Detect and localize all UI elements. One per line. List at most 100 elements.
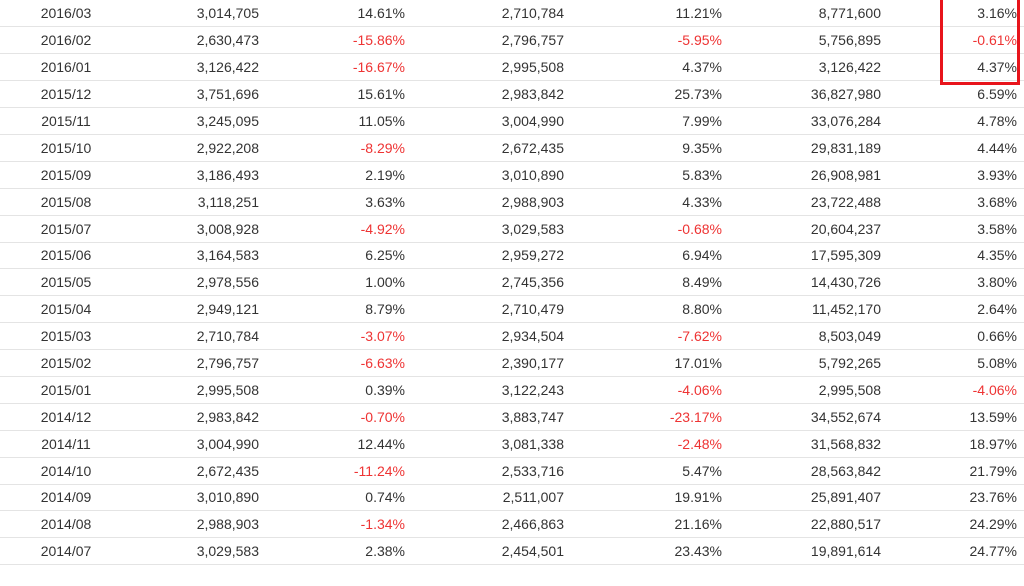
prev-year-value-cell: 2,533,716 bbox=[418, 457, 577, 485]
value-cell: 2,995,508 bbox=[112, 376, 272, 404]
cumulative-cell: 36,827,980 bbox=[735, 80, 894, 109]
table-row: 2014/12 2,983,842 -0.70% 3,883,747 -23.17% 34… bbox=[0, 403, 1024, 431]
prev-year-value-cell: 2,995,508 bbox=[418, 53, 577, 82]
mom-change-cell: 12.44% bbox=[272, 430, 418, 458]
cumulative-change-cell: 18.97% bbox=[894, 430, 1024, 458]
mom-change-cell: -3.07% bbox=[272, 322, 418, 351]
yoy-change-cell: -7.62% bbox=[577, 322, 735, 351]
cumulative-change-cell: 4.44% bbox=[894, 134, 1024, 162]
prev-year-value-cell: 2,710,479 bbox=[418, 295, 577, 324]
yoy-change-cell: 8.49% bbox=[577, 268, 735, 297]
mom-change-cell: 1.00% bbox=[272, 268, 418, 297]
cumulative-change-cell: 3.58% bbox=[894, 215, 1024, 243]
yoy-change-cell: 17.01% bbox=[577, 349, 735, 377]
yoy-change-cell: 21.16% bbox=[577, 510, 735, 539]
month-cell: 2014/09 bbox=[0, 484, 112, 512]
prev-year-value-cell: 2,390,177 bbox=[418, 349, 577, 377]
month-cell: 2014/07 bbox=[0, 537, 112, 566]
table-row: 2015/10 2,922,208 -8.29% 2,672,435 9.35% 29,8… bbox=[0, 134, 1024, 162]
prev-year-value-cell: 2,988,903 bbox=[418, 188, 577, 216]
yoy-change-cell: 9.35% bbox=[577, 134, 735, 162]
mom-change-cell: 2.19% bbox=[272, 161, 418, 189]
mom-change-cell: 15.61% bbox=[272, 80, 418, 109]
cumulative-change-cell: 4.78% bbox=[894, 107, 1024, 135]
mom-change-cell: -4.92% bbox=[272, 215, 418, 243]
table-row: 2015/04 2,949,121 8.79% 2,710,479 8.80% 11,45… bbox=[0, 295, 1024, 324]
prev-year-value-cell: 2,454,501 bbox=[418, 537, 577, 566]
month-cell: 2015/03 bbox=[0, 322, 112, 351]
month-cell: 2014/08 bbox=[0, 510, 112, 539]
prev-year-value-cell: 3,122,243 bbox=[418, 376, 577, 404]
cumulative-cell: 20,604,237 bbox=[735, 215, 894, 243]
table-row: 2014/09 3,010,890 0.74% 2,511,007 19.91% 25,8… bbox=[0, 484, 1024, 512]
yoy-change-cell: 25.73% bbox=[577, 80, 735, 109]
prev-year-value-cell: 3,010,890 bbox=[418, 161, 577, 189]
prev-year-value-cell: 2,672,435 bbox=[418, 134, 577, 162]
month-cell: 2016/02 bbox=[0, 26, 112, 55]
yoy-change-cell: 7.99% bbox=[577, 107, 735, 135]
yoy-change-cell: -4.06% bbox=[577, 376, 735, 404]
table-row: 2016/03 3,014,705 14.61% 2,710,784 11.21% 8,7… bbox=[0, 0, 1024, 28]
month-cell: 2015/12 bbox=[0, 80, 112, 109]
cumulative-cell: 11,452,170 bbox=[735, 295, 894, 324]
mom-change-cell: 2.38% bbox=[272, 537, 418, 566]
cumulative-cell: 22,880,517 bbox=[735, 510, 894, 539]
yoy-change-cell: 8.80% bbox=[577, 295, 735, 324]
yoy-change-cell: 5.47% bbox=[577, 457, 735, 485]
mom-change-cell: 8.79% bbox=[272, 295, 418, 324]
mom-change-cell: -1.34% bbox=[272, 510, 418, 539]
value-cell: 3,004,990 bbox=[112, 430, 272, 458]
yoy-change-cell: 19.91% bbox=[577, 484, 735, 512]
cumulative-cell: 23,722,488 bbox=[735, 188, 894, 216]
cumulative-change-cell: 2.64% bbox=[894, 295, 1024, 324]
mom-change-cell: -8.29% bbox=[272, 134, 418, 162]
mom-change-cell: -0.70% bbox=[272, 403, 418, 431]
value-cell: 2,978,556 bbox=[112, 268, 272, 297]
cumulative-change-cell: 3.93% bbox=[894, 161, 1024, 189]
month-cell: 2015/06 bbox=[0, 242, 112, 270]
mom-change-cell: 0.39% bbox=[272, 376, 418, 404]
cumulative-change-cell: -4.06% bbox=[894, 376, 1024, 404]
cumulative-change-cell: 0.66% bbox=[894, 322, 1024, 351]
cumulative-cell: 14,430,726 bbox=[735, 268, 894, 297]
value-cell: 2,672,435 bbox=[112, 457, 272, 485]
table-row: 2015/07 3,008,928 -4.92% 3,029,583 -0.68% 20,… bbox=[0, 215, 1024, 243]
cumulative-cell: 2,995,508 bbox=[735, 376, 894, 404]
yoy-change-cell: 11.21% bbox=[577, 0, 735, 28]
cumulative-cell: 5,792,265 bbox=[735, 349, 894, 377]
mom-change-cell: -15.86% bbox=[272, 26, 418, 55]
table-row: 2015/09 3,186,493 2.19% 3,010,890 5.83% 26,90… bbox=[0, 161, 1024, 189]
value-cell: 3,164,583 bbox=[112, 242, 272, 270]
mom-change-cell: -11.24% bbox=[272, 457, 418, 485]
month-cell: 2015/05 bbox=[0, 268, 112, 297]
value-cell: 3,008,928 bbox=[112, 215, 272, 243]
value-cell: 2,922,208 bbox=[112, 134, 272, 162]
yoy-change-cell: 5.83% bbox=[577, 161, 735, 189]
table-row: 2014/11 3,004,990 12.44% 3,081,338 -2.48% 31,… bbox=[0, 430, 1024, 458]
cumulative-cell: 26,908,981 bbox=[735, 161, 894, 189]
value-cell: 2,796,757 bbox=[112, 349, 272, 377]
prev-year-value-cell: 3,029,583 bbox=[418, 215, 577, 243]
yoy-change-cell: -23.17% bbox=[577, 403, 735, 431]
value-cell: 2,983,842 bbox=[112, 403, 272, 431]
cumulative-change-cell: 23.76% bbox=[894, 484, 1024, 512]
table-row: 2015/02 2,796,757 -6.63% 2,390,177 17.01% 5,7… bbox=[0, 349, 1024, 377]
yoy-change-cell: -0.68% bbox=[577, 215, 735, 243]
cumulative-cell: 19,891,614 bbox=[735, 537, 894, 566]
mom-change-cell: 11.05% bbox=[272, 107, 418, 135]
cumulative-cell: 33,076,284 bbox=[735, 107, 894, 135]
yoy-change-cell: -2.48% bbox=[577, 430, 735, 458]
cumulative-change-cell: 21.79% bbox=[894, 457, 1024, 485]
table-row: 2015/06 3,164,583 6.25% 2,959,272 6.94% 17,59… bbox=[0, 242, 1024, 270]
cumulative-change-cell: 24.29% bbox=[894, 510, 1024, 539]
yoy-change-cell: 4.37% bbox=[577, 53, 735, 82]
value-cell: 2,630,473 bbox=[112, 26, 272, 55]
cumulative-cell: 8,771,600 bbox=[735, 0, 894, 28]
cumulative-change-cell: 24.77% bbox=[894, 537, 1024, 566]
prev-year-value-cell: 2,710,784 bbox=[418, 0, 577, 28]
table-row: 2014/08 2,988,903 -1.34% 2,466,863 21.16% 22,… bbox=[0, 510, 1024, 539]
month-cell: 2015/09 bbox=[0, 161, 112, 189]
cumulative-cell: 34,552,674 bbox=[735, 403, 894, 431]
month-cell: 2015/02 bbox=[0, 349, 112, 377]
month-cell: 2015/07 bbox=[0, 215, 112, 243]
